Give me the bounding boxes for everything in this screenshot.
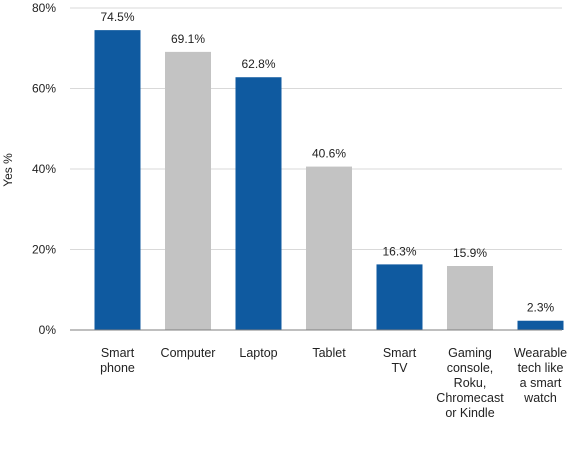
bar [165, 51, 211, 331]
y-tick-label: 20% [32, 243, 56, 257]
bars [94, 30, 564, 331]
data-label: 16.3% [382, 244, 416, 258]
data-label: 69.1% [171, 32, 205, 46]
bar [235, 77, 282, 330]
data-label: 2.3% [527, 301, 555, 315]
x-tick-label-line: Gaming [448, 346, 492, 360]
y-axis-ticks: 0% 20% 40% 60% 80% [32, 1, 56, 337]
data-labels: 74.5% 69.1% 62.8% 40.6% 16.3% 15.9% 2.3% [100, 10, 554, 315]
x-tick-label-line: Smart [101, 346, 135, 360]
x-tick-label-line: watch [523, 391, 557, 405]
x-tick-label: Smart TV [383, 346, 417, 375]
x-tick-label-line: Smart [383, 346, 417, 360]
data-label: 62.8% [241, 57, 275, 71]
y-tick-label: 60% [32, 82, 56, 96]
bar [447, 266, 493, 330]
x-tick-label-line: Laptop [239, 346, 277, 360]
x-tick-label-line: tech like [518, 361, 564, 375]
x-tick-label-line: Wearable [514, 346, 567, 360]
x-tick-label-line: Tablet [312, 346, 346, 360]
x-tick-label: Tablet [312, 346, 346, 360]
x-tick-label-line: TV [392, 361, 409, 375]
y-tick-label: 0% [39, 323, 57, 337]
bar [306, 166, 352, 330]
x-tick-label-line: a smart [520, 376, 562, 390]
data-label: 74.5% [100, 10, 134, 24]
bar [376, 264, 423, 330]
x-tick-label: Smart phone [100, 346, 135, 375]
bar [517, 320, 564, 330]
x-tick-label-line: Roku, [454, 376, 487, 390]
x-tick-label: Gaming console, Roku, Chromecast or Kindle [436, 346, 504, 420]
data-label: 15.9% [453, 246, 487, 260]
bar [94, 30, 141, 330]
x-tick-label-line: console, [447, 361, 494, 375]
x-tick-label: Computer [161, 346, 216, 360]
x-tick-label-line: phone [100, 361, 135, 375]
x-tick-label-line: or Kindle [445, 406, 494, 420]
x-tick-label: Wearable tech like a smart watch [514, 346, 567, 405]
y-tick-label: 40% [32, 162, 56, 176]
y-tick-label: 80% [32, 1, 56, 15]
data-label: 40.6% [312, 147, 346, 161]
y-axis-label: Yes % [1, 153, 15, 187]
x-tick-label-line: Chromecast [436, 391, 504, 405]
x-tick-label: Laptop [239, 346, 277, 360]
x-tick-label-line: Computer [161, 346, 216, 360]
